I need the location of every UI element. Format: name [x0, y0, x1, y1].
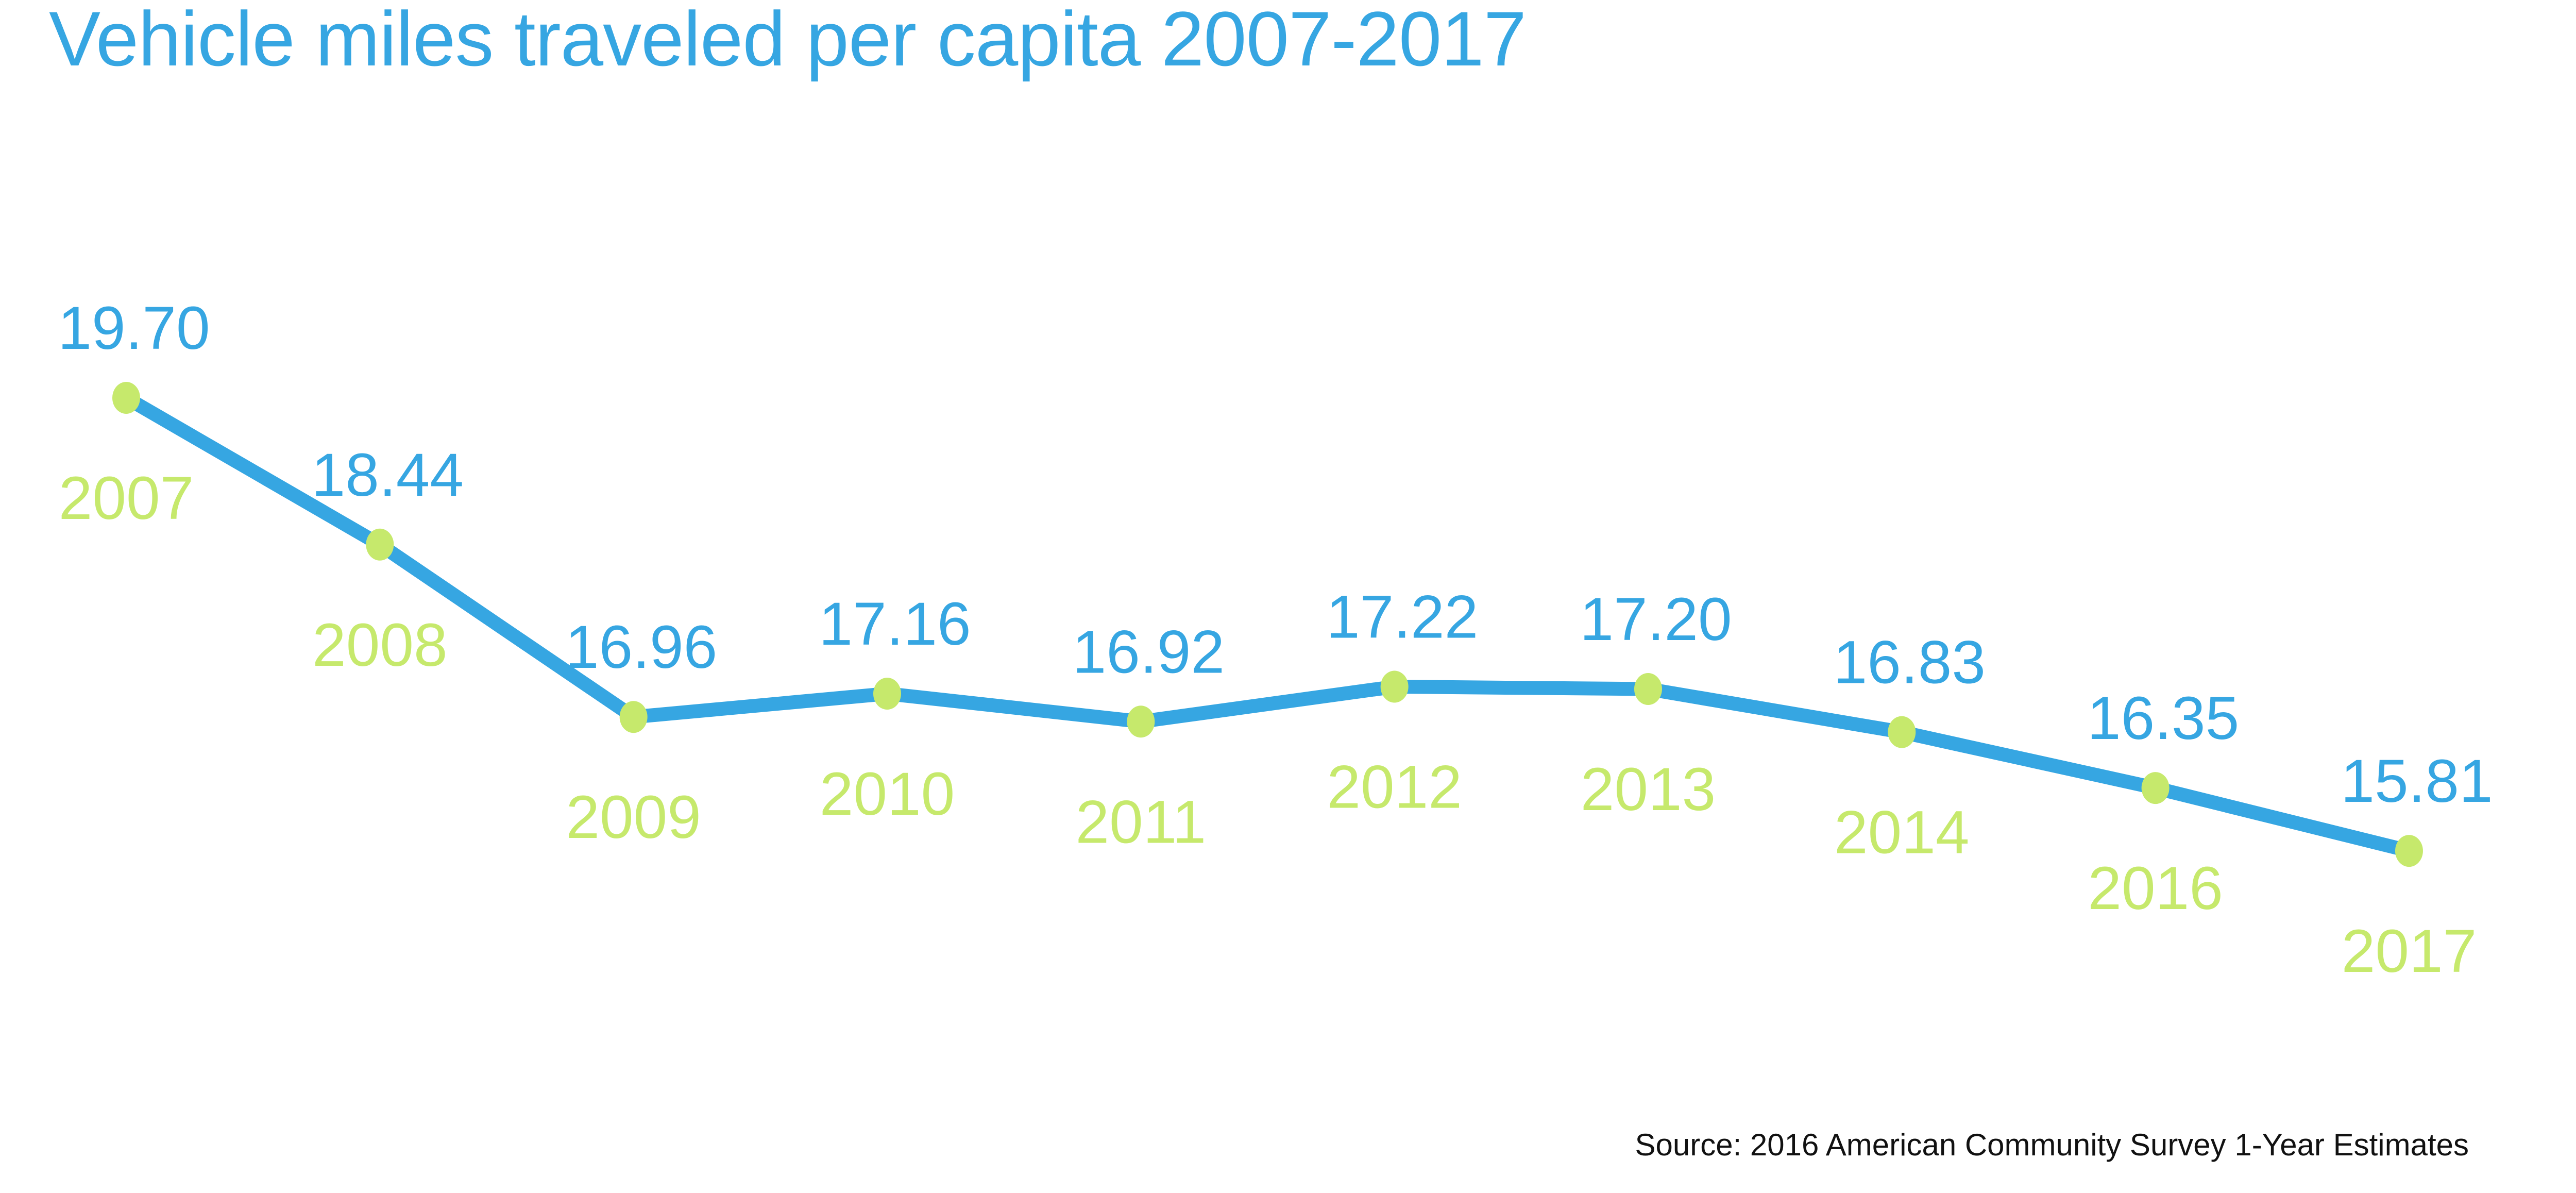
data-point-2010	[873, 678, 901, 710]
value-label-2009: 16.96	[565, 613, 717, 681]
year-label-2008: 2008	[312, 611, 448, 679]
year-label-2007: 2007	[59, 464, 194, 532]
year-label-2009: 2009	[566, 783, 701, 851]
year-label-2014: 2014	[1834, 799, 1970, 867]
data-point-2012	[1380, 670, 1409, 703]
value-label-2017: 15.81	[2341, 747, 2493, 815]
source-caption: Source: 2016 American Community Survey 1…	[1635, 1128, 2469, 1162]
year-label-2012: 2012	[1327, 753, 1462, 821]
value-label-2007: 19.70	[58, 294, 210, 362]
value-label-2012: 17.22	[1326, 583, 1478, 651]
value-label-2016: 16.35	[2087, 684, 2239, 752]
page-title: Vehicle miles traveled per capita 2007-2…	[49, 0, 1527, 82]
trend-line	[119, 391, 2416, 858]
data-point-2009	[619, 701, 648, 733]
data-point-2008	[366, 528, 394, 561]
data-point-2011	[1127, 705, 1155, 738]
data-point-2016	[2141, 772, 2170, 804]
year-label-2011: 2011	[1075, 788, 1206, 856]
year-label-2016: 2016	[2088, 854, 2223, 922]
value-label-2013: 17.20	[1580, 585, 1732, 653]
value-label-2008: 18.44	[312, 441, 464, 509]
value-label-2011: 16.92	[1073, 618, 1225, 686]
data-point-2017	[2395, 835, 2423, 867]
year-label-2013: 2013	[1581, 755, 1716, 824]
data-point-2013	[1634, 673, 1662, 705]
value-label-2010: 17.16	[819, 590, 971, 658]
data-point-2014	[1888, 716, 1916, 748]
year-label-2010: 2010	[820, 760, 955, 828]
data-point-2007	[112, 382, 140, 414]
year-label-2017: 2017	[2342, 917, 2477, 985]
value-label-2014: 16.83	[1834, 629, 1986, 697]
